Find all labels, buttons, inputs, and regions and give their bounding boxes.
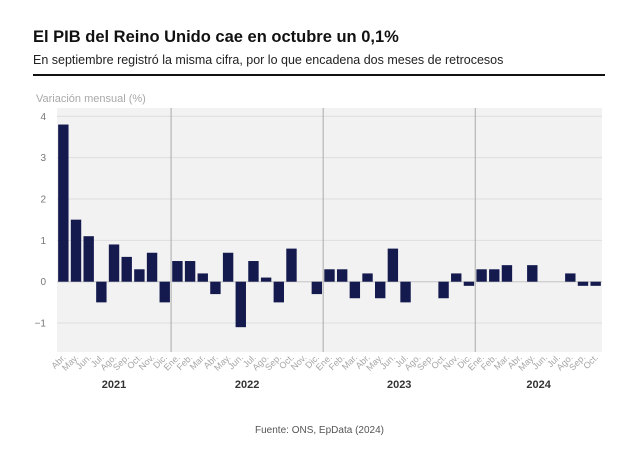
chart-title: El PIB del Reino Unido cae en octubre un… [33,28,399,46]
bar [489,269,500,282]
bar [210,281,221,295]
bar [463,281,475,286]
y-tick-label: 1 [40,236,46,247]
bar [235,281,246,328]
y-tick-label: 4 [40,112,46,123]
bar [96,281,107,303]
x-tick-label: Oct. [581,352,600,371]
bar [324,269,335,282]
source-note: Fuente: ONS, EpData (2024) [255,425,384,436]
bar [108,244,120,282]
year-label: 2023 [387,379,411,391]
y-tick-label: 0 [40,277,46,288]
y-tick-label: 2 [40,194,46,205]
bar [197,273,208,282]
bar [260,277,272,282]
bar [387,248,399,282]
bar [577,281,589,286]
bar [273,281,284,303]
bar [286,248,297,282]
bar [134,269,145,282]
bar [121,256,132,282]
y-axis-label: Variación mensual (%) [36,93,146,105]
bar [70,219,82,282]
bar [527,265,538,282]
bar [172,261,183,282]
y-tick-label: 3 [40,153,46,164]
year-label: 2021 [102,379,126,391]
title-rule [33,74,605,76]
bar [476,269,487,282]
bar [248,261,259,282]
bar [336,269,348,282]
bar [438,281,449,299]
bar [565,273,576,282]
plot-area [57,108,602,352]
bar [400,281,411,303]
year-label: 2024 [526,379,551,391]
bar [451,273,462,282]
bar [311,281,323,295]
bar [590,281,601,286]
bar [501,265,513,282]
bar [375,281,386,299]
bar [58,124,69,282]
year-label: 2022 [235,379,259,391]
bar [83,236,94,282]
bar [159,281,170,303]
bar [184,261,196,282]
bar [222,252,234,282]
bar [146,252,158,282]
bar [362,273,373,282]
chart-subtitle: En septiembre registró la misma cifra, p… [33,53,504,67]
y-tick-label: −1 [35,319,47,330]
bar [349,281,361,299]
